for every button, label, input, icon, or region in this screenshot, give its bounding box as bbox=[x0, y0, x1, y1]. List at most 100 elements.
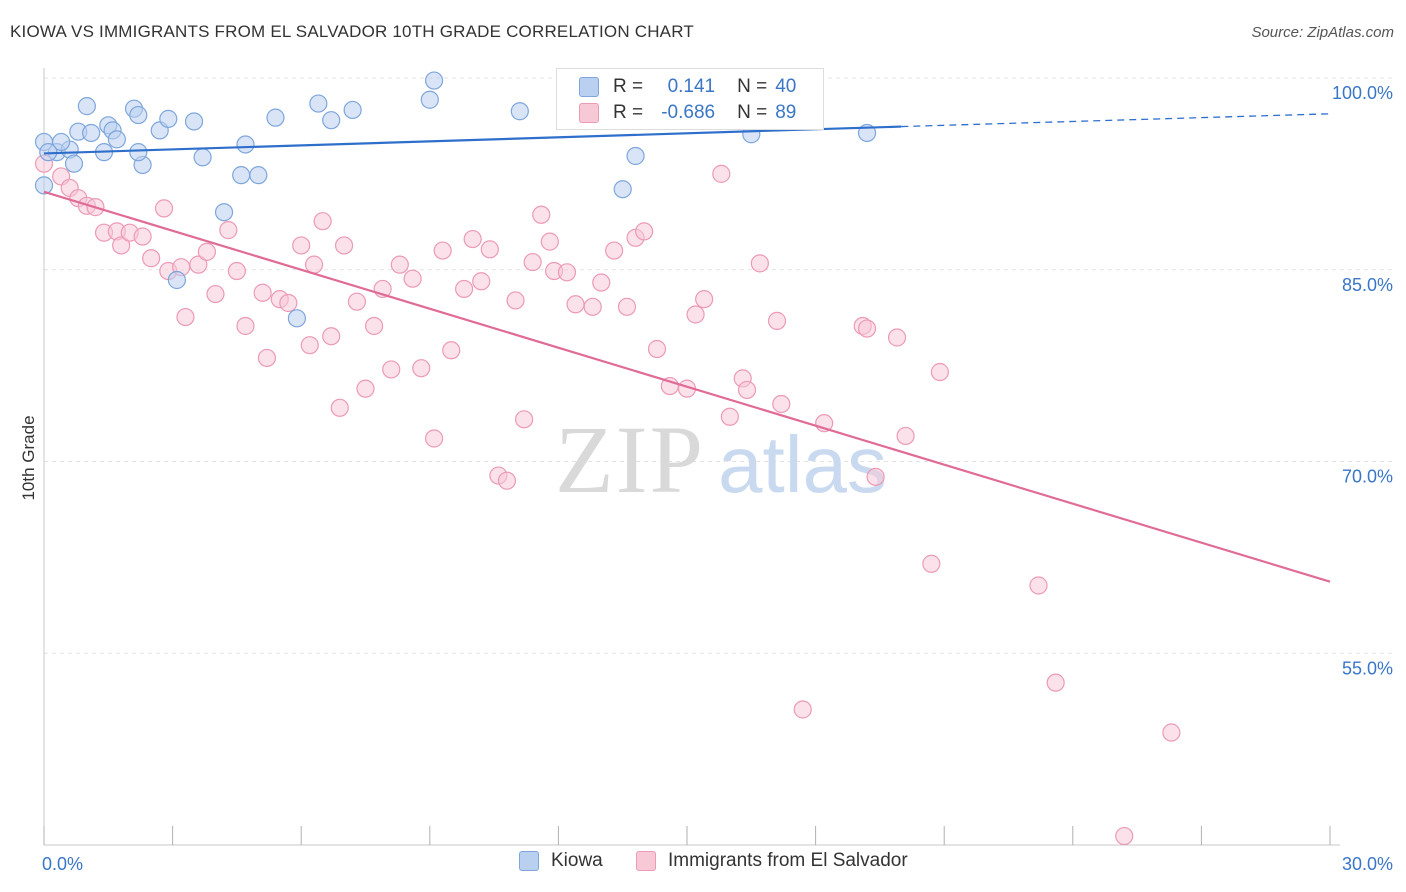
salvador-point bbox=[712, 164, 731, 183]
series-kiowa-points bbox=[34, 71, 877, 328]
salvador-point bbox=[793, 700, 812, 719]
salvador-point bbox=[330, 398, 349, 417]
kiowa-point bbox=[266, 108, 285, 127]
r-value-salvador: -0.686 bbox=[661, 102, 716, 123]
grid-layer: 55.0% 70.0% 85.0% 100.0% bbox=[44, 77, 1396, 678]
salvador-point bbox=[720, 407, 739, 426]
salvador-point bbox=[866, 467, 885, 486]
y-tick-label: 100.0% bbox=[1332, 83, 1393, 103]
n-value-kiowa: 40 bbox=[775, 76, 797, 97]
kiowa-point bbox=[193, 148, 212, 167]
x-tick-label: 30.0% bbox=[1342, 854, 1393, 874]
salvador-point bbox=[557, 263, 577, 282]
salvador-point bbox=[887, 328, 907, 347]
salvador-point bbox=[532, 205, 551, 224]
kiowa-point bbox=[82, 123, 101, 143]
salvador-point bbox=[334, 236, 354, 255]
salvador-point bbox=[292, 236, 311, 255]
trend-layer bbox=[43, 113, 1331, 583]
salvador-point bbox=[197, 242, 216, 261]
series-salvador-points bbox=[34, 154, 1181, 846]
salvador-point bbox=[647, 339, 667, 359]
salvador-point bbox=[737, 380, 757, 400]
salvador-point bbox=[1029, 576, 1048, 595]
kiowa-point bbox=[167, 270, 186, 290]
kiowa-point bbox=[64, 154, 84, 173]
r-value-kiowa: 0.141 bbox=[667, 76, 716, 97]
salvador-point bbox=[300, 336, 319, 355]
salvador-point bbox=[767, 311, 787, 330]
salvador-point bbox=[617, 297, 637, 316]
salvador-point bbox=[364, 316, 384, 336]
salvador-point bbox=[347, 292, 367, 311]
kiowa-point bbox=[184, 112, 204, 131]
kiowa-point bbox=[129, 143, 148, 162]
salvador-point bbox=[142, 249, 161, 268]
salvador-point bbox=[480, 240, 499, 259]
salvador-point bbox=[219, 221, 238, 240]
salvador-point bbox=[442, 341, 461, 360]
kiowa-point bbox=[159, 109, 178, 129]
kiowa-point bbox=[107, 130, 126, 149]
kiowa-legend-swatch bbox=[519, 851, 539, 871]
salvador-point bbox=[515, 410, 534, 429]
y-tick-label: 70.0% bbox=[1342, 467, 1393, 487]
salvador-point bbox=[583, 297, 602, 316]
salvador-point bbox=[523, 252, 542, 272]
y-tick-label: 55.0% bbox=[1342, 658, 1393, 678]
salvador-point bbox=[257, 348, 277, 368]
legend-item-kiowa[interactable]: Kiowa bbox=[519, 850, 603, 872]
salvador-point bbox=[454, 279, 474, 299]
r-label: R = bbox=[613, 102, 644, 123]
salvador-point bbox=[497, 471, 517, 490]
salvador-point bbox=[1162, 723, 1181, 742]
kiowa-point bbox=[424, 71, 444, 90]
stats-row-salvador: R = -0.686 N = 89 bbox=[579, 100, 796, 126]
salvador-point bbox=[176, 307, 195, 327]
salvador-point bbox=[750, 254, 769, 273]
salvador-point bbox=[686, 305, 705, 324]
salvador-point bbox=[206, 284, 225, 304]
salvador-point bbox=[382, 360, 401, 379]
salvador-point bbox=[403, 269, 422, 288]
salvador-legend-swatch bbox=[636, 851, 656, 871]
kiowa-trend-line bbox=[43, 125, 902, 155]
kiowa-point bbox=[420, 90, 439, 109]
x-tick-label: 0.0% bbox=[42, 854, 83, 874]
salvador-point bbox=[304, 255, 324, 274]
kiowa-point bbox=[77, 97, 96, 116]
salvador-point bbox=[592, 273, 611, 292]
salvador-point bbox=[322, 327, 341, 346]
salvador-point bbox=[253, 283, 272, 302]
y-axis-label: 10th Grade bbox=[19, 415, 38, 500]
stats-row-kiowa: R = 0.141 N = 40 bbox=[579, 74, 796, 100]
watermark-zip: ZIP bbox=[555, 406, 705, 513]
salvador-point bbox=[433, 241, 452, 260]
salvador-point bbox=[412, 359, 431, 378]
salvador-point bbox=[424, 429, 444, 448]
legend-label-kiowa: Kiowa bbox=[551, 850, 603, 871]
salvador-point bbox=[227, 261, 246, 281]
n-label: N = bbox=[737, 102, 768, 123]
salvador-point bbox=[857, 319, 877, 338]
salvador-point bbox=[1115, 826, 1134, 846]
source-label: Source: ZipAtlas.com bbox=[1251, 24, 1394, 41]
salvador-point bbox=[112, 236, 131, 255]
salvador-point bbox=[279, 293, 298, 313]
kiowa-point bbox=[249, 166, 268, 185]
salvador-point bbox=[772, 394, 791, 414]
watermark-atlas: atlas bbox=[718, 420, 887, 509]
kiowa-point bbox=[613, 180, 632, 199]
salvador-point bbox=[930, 362, 950, 382]
salvador-point bbox=[390, 255, 409, 274]
salvador-point bbox=[133, 227, 152, 246]
kiowa-point bbox=[287, 309, 307, 328]
kiowa-point bbox=[510, 102, 529, 121]
legend-item-salvador[interactable]: Immigrants from El Salvador bbox=[636, 850, 908, 872]
y-tick-label: 85.0% bbox=[1342, 275, 1393, 295]
salvador-point bbox=[635, 222, 654, 241]
kiowa-point bbox=[214, 203, 234, 222]
salvador-trend-line bbox=[43, 190, 1331, 583]
kiowa-swatch bbox=[579, 77, 599, 97]
